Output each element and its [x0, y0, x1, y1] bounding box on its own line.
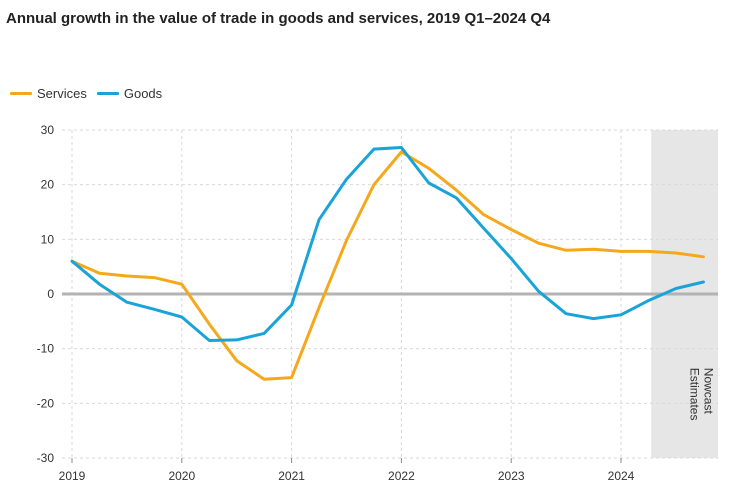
- chart-title: Annual growth in the value of trade in g…: [6, 10, 551, 27]
- series-line-goods: [70, 146, 705, 342]
- y-tick-label: -30: [37, 451, 55, 465]
- x-tick-label: 2022: [388, 469, 415, 483]
- nowcast-label: Nowcast: [701, 368, 715, 415]
- legend-label-goods: Goods: [123, 85, 163, 101]
- x-tick-label: 2023: [498, 469, 525, 483]
- estimates-label: Estimates: [687, 368, 701, 421]
- x-tick-label: 2020: [168, 469, 195, 483]
- x-tick-label: 2021: [278, 469, 305, 483]
- y-tick-label: -20: [37, 396, 55, 410]
- y-tick-label: 20: [41, 178, 55, 192]
- legend-item-goods: Goods: [96, 85, 163, 101]
- legend-swatch-services: [10, 91, 32, 95]
- y-tick-label: 10: [41, 232, 55, 246]
- legend-item-services: Services: [10, 86, 87, 101]
- series-line-services: [70, 150, 705, 381]
- legend-swatch-goods: [96, 91, 119, 95]
- legend-label-services: Services: [37, 85, 87, 101]
- y-tick-label: 0: [47, 287, 54, 301]
- legend: Services Goods: [10, 84, 172, 102]
- y-tick-label: 30: [41, 123, 55, 137]
- x-tick-label: 2019: [59, 469, 86, 483]
- y-tick-label: -10: [37, 342, 55, 356]
- x-tick-label: 2024: [608, 469, 635, 483]
